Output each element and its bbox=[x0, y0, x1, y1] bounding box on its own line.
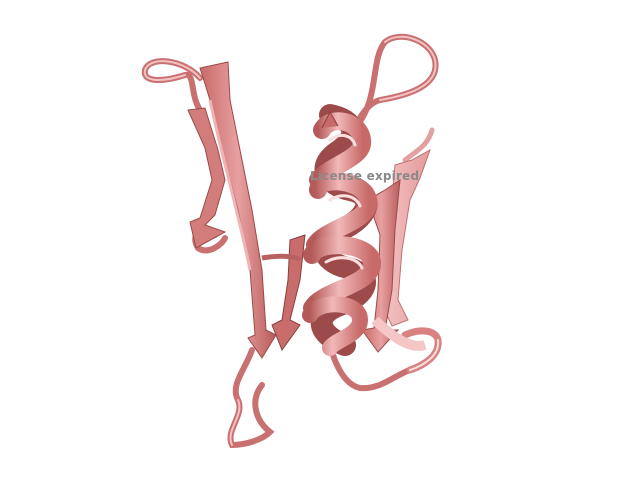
license-watermark: License expired bbox=[310, 169, 419, 183]
bottom-loop bbox=[230, 350, 270, 445]
beta-strand-middle bbox=[272, 235, 305, 350]
left-beta-sheet bbox=[188, 62, 305, 358]
top-left-loop bbox=[145, 61, 200, 110]
alpha-helix bbox=[310, 112, 372, 348]
top-right-loop bbox=[352, 37, 436, 130]
middle-strand-link bbox=[262, 256, 300, 260]
